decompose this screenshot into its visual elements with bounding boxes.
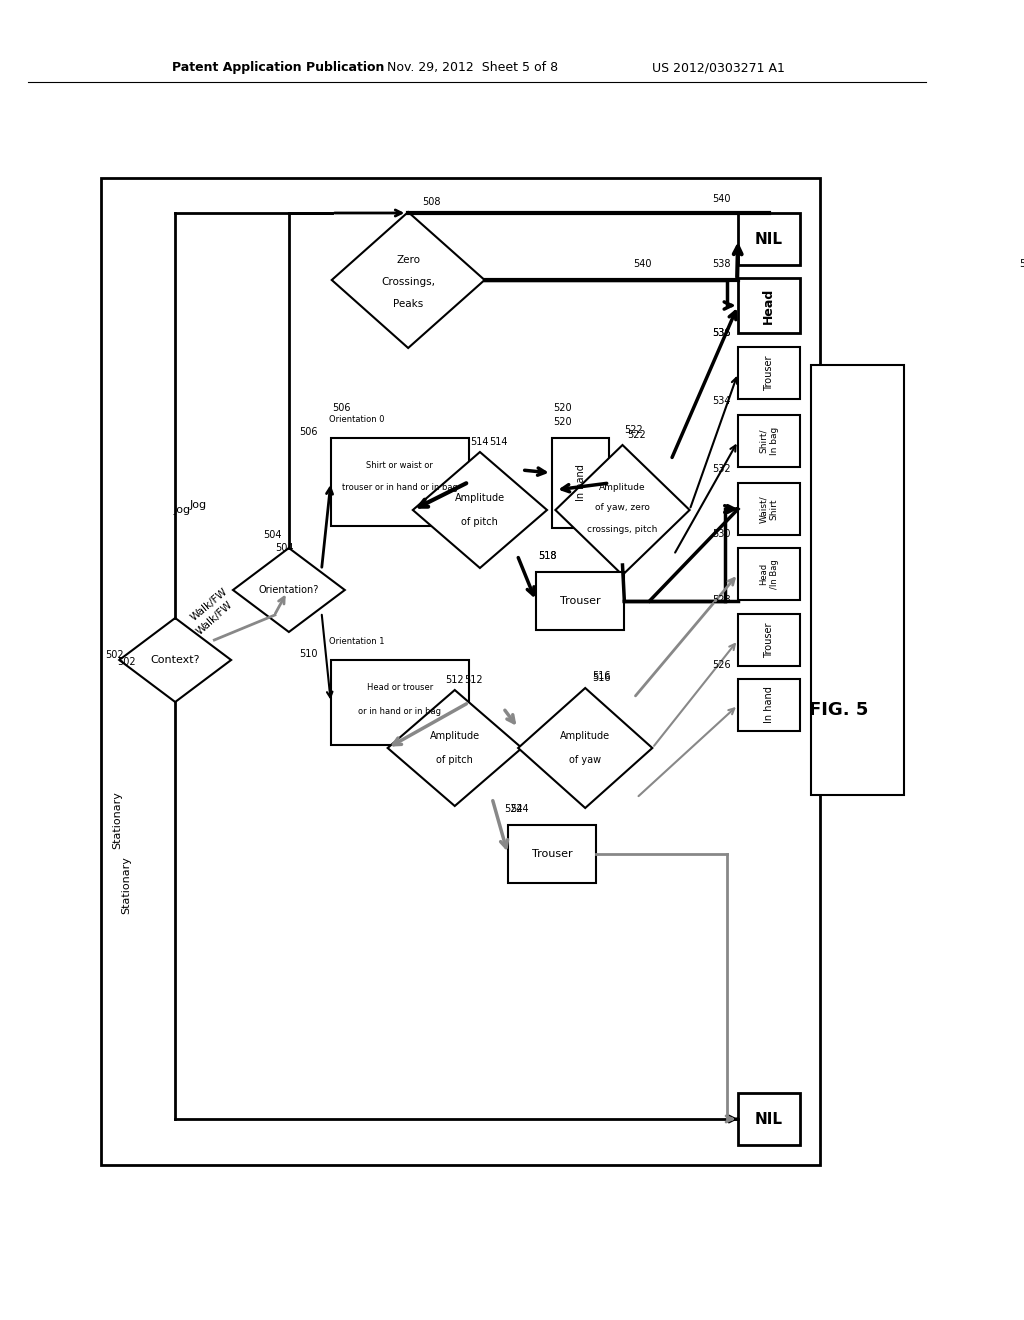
Text: 532: 532 (712, 465, 730, 474)
Text: NIL: NIL (755, 231, 782, 247)
Polygon shape (119, 618, 231, 702)
Bar (552, 438, 609, 528)
Bar (536, 572, 625, 630)
Text: Trouser: Trouser (531, 849, 572, 859)
Text: crossings, pitch: crossings, pitch (588, 525, 657, 535)
Bar (331, 438, 469, 525)
Text: Crossings,: Crossings, (381, 277, 435, 286)
Bar (508, 825, 596, 883)
Text: 538: 538 (1020, 259, 1024, 269)
Text: Amplitude: Amplitude (455, 492, 505, 503)
Text: Zero: Zero (396, 255, 420, 265)
Text: 528: 528 (712, 595, 730, 605)
Text: Amplitude: Amplitude (599, 483, 646, 492)
Text: Head: Head (762, 288, 775, 323)
Text: 524: 524 (510, 804, 528, 814)
Text: 506: 506 (333, 403, 351, 413)
Text: of yaw: of yaw (569, 755, 601, 766)
Text: Waist/
Shirt: Waist/ Shirt (759, 495, 778, 523)
Bar (738, 1093, 800, 1144)
Text: Amplitude: Amplitude (560, 731, 610, 741)
Bar (811, 366, 904, 795)
Text: In hand: In hand (764, 686, 774, 723)
Text: 540: 540 (634, 259, 652, 269)
Polygon shape (233, 548, 345, 632)
Text: 520: 520 (554, 403, 572, 413)
Text: Orientation 1: Orientation 1 (329, 638, 384, 647)
Bar (738, 678, 800, 731)
Text: 526: 526 (712, 660, 730, 671)
Text: Patent Application Publication: Patent Application Publication (172, 62, 385, 74)
Text: trouser or in hand or in bag: trouser or in hand or in bag (342, 483, 458, 492)
Bar (738, 347, 800, 399)
Text: Orientation?: Orientation? (259, 585, 319, 595)
Text: Stationary: Stationary (113, 791, 123, 849)
Text: or in hand or in bag: or in hand or in bag (358, 708, 441, 717)
Text: Trouser: Trouser (560, 597, 600, 606)
Bar (100, 178, 820, 1166)
Text: Shirt or waist or: Shirt or waist or (367, 462, 433, 470)
Text: Walk/FW: Walk/FW (189, 587, 230, 623)
Text: of pitch: of pitch (436, 755, 473, 766)
Text: 536: 536 (712, 327, 730, 338)
Polygon shape (332, 213, 484, 348)
Text: Jog: Jog (189, 500, 206, 510)
Text: 514: 514 (471, 437, 489, 447)
Text: of pitch: of pitch (462, 517, 499, 527)
Text: 510: 510 (299, 649, 317, 659)
Text: of yaw, zero: of yaw, zero (595, 503, 650, 512)
Text: 538: 538 (712, 259, 730, 269)
Text: Shirt/
In bag: Shirt/ In bag (759, 426, 778, 455)
Text: 540: 540 (712, 194, 730, 205)
Text: 518: 518 (538, 550, 556, 561)
Text: Amplitude: Amplitude (430, 731, 480, 741)
Polygon shape (388, 690, 522, 807)
Text: 518: 518 (538, 550, 556, 561)
Text: 522: 522 (625, 425, 643, 436)
Text: 514: 514 (489, 437, 508, 447)
Bar (738, 213, 800, 265)
Text: 524: 524 (504, 804, 523, 814)
Bar (738, 279, 800, 333)
Text: 530: 530 (712, 529, 730, 539)
Text: 522: 522 (627, 430, 646, 440)
Bar (738, 414, 800, 467)
Bar (738, 483, 800, 535)
Text: Context?: Context? (151, 655, 200, 665)
Bar (331, 660, 469, 744)
Text: Walk/FW: Walk/FW (195, 599, 234, 636)
Text: 504: 504 (274, 543, 294, 553)
Text: Nov. 29, 2012  Sheet 5 of 8: Nov. 29, 2012 Sheet 5 of 8 (387, 62, 558, 74)
Polygon shape (413, 451, 547, 568)
Text: Trouser: Trouser (764, 622, 774, 657)
Bar (738, 614, 800, 667)
Text: Trouser: Trouser (764, 355, 774, 391)
Text: Head
/In Bag: Head /In Bag (759, 560, 778, 589)
Text: Peaks: Peaks (393, 300, 423, 309)
Text: 512: 512 (464, 675, 482, 685)
Text: Orientation 0: Orientation 0 (329, 416, 384, 425)
Text: Head or trouser: Head or trouser (367, 684, 433, 693)
Text: 506: 506 (299, 426, 317, 437)
Text: 534: 534 (712, 396, 730, 407)
Text: NIL: NIL (755, 1111, 782, 1126)
Text: 512: 512 (445, 675, 464, 685)
Text: 516: 516 (593, 671, 611, 681)
Text: 502: 502 (105, 649, 124, 660)
Text: 502: 502 (118, 657, 136, 667)
Text: In hand: In hand (575, 465, 586, 502)
Text: 504: 504 (263, 531, 282, 540)
Text: 508: 508 (422, 197, 440, 207)
Polygon shape (518, 688, 652, 808)
Text: Stationary: Stationary (121, 857, 131, 913)
Polygon shape (555, 445, 689, 576)
Text: 536: 536 (712, 327, 730, 338)
Text: 520: 520 (554, 417, 572, 426)
Text: US 2012/0303271 A1: US 2012/0303271 A1 (652, 62, 785, 74)
Text: Jog: Jog (173, 506, 190, 515)
Bar (738, 548, 800, 601)
Text: FIG. 5: FIG. 5 (809, 701, 868, 719)
Text: 516: 516 (593, 673, 611, 682)
